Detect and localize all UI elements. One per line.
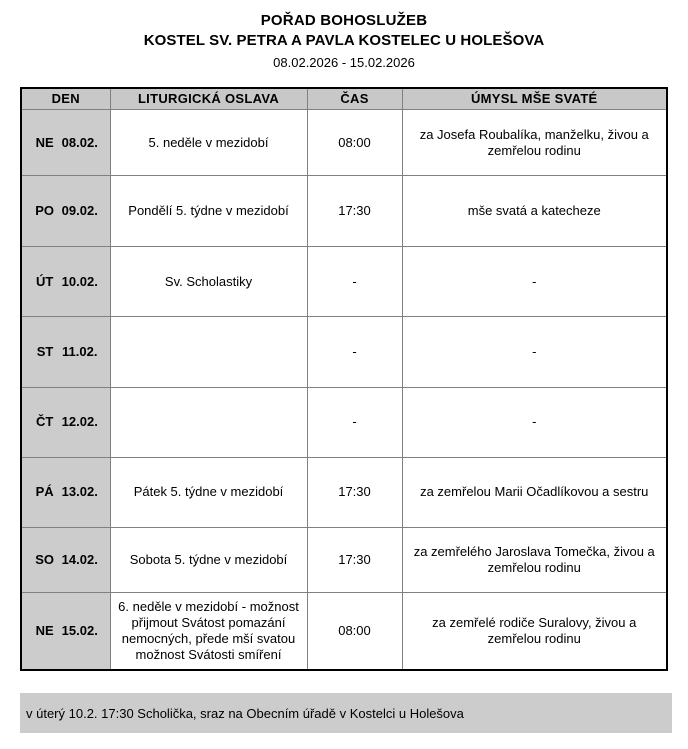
document-header: POŘAD BOHOSLUŽEB KOSTEL SV. PETRA A PAVL… <box>0 0 688 73</box>
cell-umysl: mše svatá a katecheze <box>401 174 668 248</box>
cell-cas: - <box>306 316 403 388</box>
cell-den: NE 15.02. <box>20 591 111 670</box>
cell-umysl: - <box>401 246 668 318</box>
column-header-umysl: ÚMYSL MŠE SVATÉ <box>401 87 667 110</box>
cell-den: NE 08.02. <box>20 109 111 176</box>
cell-cas: 17:30 <box>306 174 403 248</box>
cell-liturgicka-oslava: Sobota 5. týdne v mezidobí <box>109 526 308 593</box>
cell-cas: 17:30 <box>306 456 403 528</box>
column-header-cas: ČAS <box>306 87 403 110</box>
cell-liturgicka-oslava: 5. neděle v mezidobí <box>109 109 308 176</box>
day-date: 12.02. <box>61 414 98 430</box>
cell-umysl: - <box>401 316 668 388</box>
day-date: 14.02. <box>61 551 98 567</box>
cell-umysl: za zemřelé rodiče Suralovy, živou a zemř… <box>401 591 668 670</box>
cell-den: PO 09.02. <box>20 174 111 248</box>
day-date: 08.02. <box>61 134 98 150</box>
cell-cas: 08:00 <box>306 591 403 670</box>
cell-den: ÚT 10.02. <box>20 246 111 318</box>
day-abbreviation: SO <box>35 551 55 567</box>
cell-liturgicka-oslava: Pátek 5. týdne v mezidobí <box>109 456 308 528</box>
table-row: PO 09.02. Pondělí 5. týdne v mezidobí 17:… <box>20 174 668 248</box>
table-row: ÚT 10.02. Sv. Scholastiky - - <box>20 246 668 318</box>
cell-liturgicka-oslava <box>109 316 308 388</box>
cell-liturgicka-oslava: Pondělí 5. týdne v mezidobí <box>109 174 308 248</box>
cell-den: ČT 12.02. <box>20 386 111 458</box>
day-abbreviation: ČT <box>36 414 54 430</box>
day-abbreviation: NE <box>35 134 54 150</box>
column-header-den: DEN <box>21 87 111 110</box>
page-subtitle-parish: KOSTEL SV. PETRA A PAVLA KOSTELEC U HOLE… <box>143 32 545 49</box>
table-header: DEN LITURGICKÁ OSLAVA ČAS ÚMYSL MŠE SVAT… <box>21 87 667 110</box>
cell-umysl: za zemřelou Marii Očadlíkovou a sestru <box>401 456 668 528</box>
table-body: NE 08.02. 5. neděle v mezidobí 08:00 za J… <box>20 109 668 670</box>
cell-liturgicka-oslava-text: 6. neděle v mezidobí - možnost přijmout … <box>118 598 299 662</box>
cell-umysl: za Josefa Roubalíka, manželku, živou a z… <box>401 109 668 176</box>
day-date: 13.02. <box>61 484 98 500</box>
cell-cas: - <box>306 246 403 318</box>
cell-liturgicka-oslava: 6. neděle v mezidobí - možnost přijmout … <box>109 591 308 670</box>
day-date: 10.02. <box>61 273 98 289</box>
cell-cas: 17:30 <box>306 526 403 593</box>
table-row: ČT 12.02. - - <box>20 386 668 458</box>
cell-cas: 08:00 <box>306 109 403 176</box>
day-abbreviation: ST <box>36 344 54 360</box>
date-range: 08.02.2026 - 15.02.2026 <box>273 55 415 70</box>
day-abbreviation: ÚT <box>36 273 54 289</box>
column-header-liturgicka-oslava: LITURGICKÁ OSLAVA <box>109 87 308 110</box>
cell-den: ST 11.02. <box>20 316 111 388</box>
footer-note: v úterý 10.2. 17:30 Scholička, sraz na O… <box>20 693 672 733</box>
table-row: NE 08.02. 5. neděle v mezidobí 08:00 za J… <box>20 109 668 176</box>
schedule-table-container: DEN LITURGICKÁ OSLAVA ČAS ÚMYSL MŠE SVAT… <box>20 87 668 671</box>
page-title: POŘAD BOHOSLUŽEB <box>260 12 428 29</box>
day-date: 11.02. <box>62 344 98 360</box>
table-row: SO 14.02. Sobota 5. týdne v mezidobí 17:3… <box>20 526 668 593</box>
day-abbreviation: PÁ <box>35 484 54 500</box>
cell-cas: - <box>306 386 403 458</box>
cell-den: SO 14.02. <box>20 526 111 593</box>
cell-liturgicka-oslava: Sv. Scholastiky <box>109 246 308 318</box>
table-row: ST 11.02. - - <box>20 316 668 388</box>
table-row: NE 15.02. 6. neděle v mezidobí - možnost … <box>20 591 668 670</box>
day-abbreviation: NE <box>35 622 54 638</box>
table-row: PÁ 13.02. Pátek 5. týdne v mezidobí 17:30… <box>20 456 668 528</box>
day-abbreviation: PO <box>35 203 55 219</box>
table-header-row: DEN LITURGICKÁ OSLAVA ČAS ÚMYSL MŠE SVAT… <box>21 87 667 110</box>
day-date: 09.02. <box>61 203 98 219</box>
schedule-table: DEN LITURGICKÁ OSLAVA ČAS ÚMYSL MŠE SVAT… <box>20 87 668 671</box>
footer-note-text: v úterý 10.2. 17:30 Scholička, sraz na O… <box>26 705 464 721</box>
cell-umysl: - <box>401 386 668 458</box>
cell-umysl: za zemřelého Jaroslava Tomečka, živou a … <box>401 526 668 593</box>
cell-liturgicka-oslava <box>109 386 308 458</box>
day-date: 15.02. <box>61 622 98 638</box>
cell-den: PÁ 13.02. <box>20 456 111 528</box>
